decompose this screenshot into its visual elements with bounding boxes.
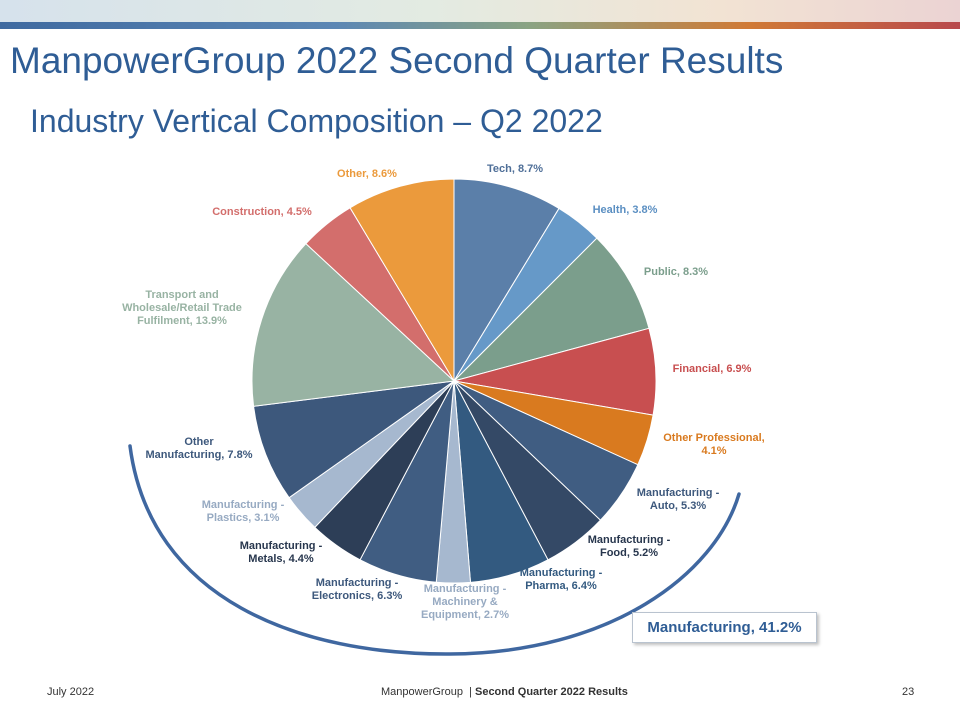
pie-slice-label: Financial, 6.9% [673,363,752,375]
pie-slice-label: Other, 8.6% [337,168,397,180]
page-subtitle: Industry Vertical Composition – Q2 2022 [30,103,603,139]
pie-slice [453,178,560,383]
footer-separator: | [469,686,472,698]
pie-slice-label: Construction, 4.5% [212,206,312,218]
footer-company: ManpowerGroup [381,686,463,698]
manufacturing-bracket-arc [128,444,741,656]
pie-slice-label: Manufacturing -Pharma, 6.4% [520,567,603,592]
pie-labels: Tech, 8.7% Health, 3.8% Public, 8.3% Financ… [122,163,765,621]
pie-slice [253,380,455,499]
footer-doc-info: ManpowerGroup | Second Quarter 2022 Resu… [381,686,628,698]
footer-page-number: 23 [902,686,915,698]
pie-slice-label: Manufacturing -Electronics, 6.3% [312,577,403,602]
pie-slice-label: Other Manufacturing, 7.8% [146,436,253,461]
footer-date: July 2022 [47,686,95,698]
pie-slice-label: Manufacturing -Machinery & Equipment, 2.7… [421,583,509,621]
pie-slice-label: Manufacturing -Food, 5.2% [588,534,671,559]
page-title: ManpowerGroup 2022 Second Quarter Result… [10,40,784,81]
pie-slices [251,178,657,584]
pie-slice [349,178,455,383]
manufacturing-total-callout: Manufacturing, 41.2% [632,612,817,643]
pie-slice-label: Other Professional, 4.1% [663,432,764,457]
header-accent-stripe [0,22,960,29]
pie-slice-label: Transport and Wholesale/Retail Trade Fulfi… [122,289,242,327]
pie-slice-label: Manufacturing -Plastics, 3.1% [202,499,285,524]
footer-doc-title: Second Quarter 2022 Results [474,686,628,698]
pie-slice-label: Public, 8.3% [644,266,708,278]
header-gradient-band [0,0,960,22]
pie-slice-label: Tech, 8.7% [487,163,543,175]
pie-slice [251,242,456,407]
pie-slice-label: Manufacturing -Auto, 5.3% [637,487,720,512]
pie-slice-label: Manufacturing -Metals, 4.4% [240,540,323,565]
pie-slice [452,237,650,382]
pie-slice-label: Health, 3.8% [593,204,658,216]
